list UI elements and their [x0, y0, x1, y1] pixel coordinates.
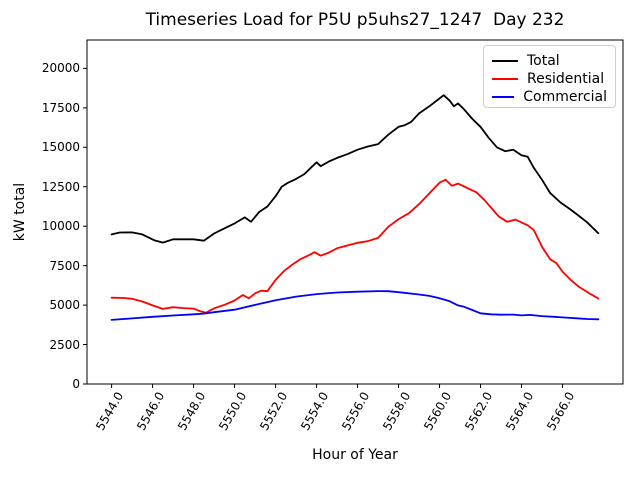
- legend-label-total: Total: [527, 52, 560, 69]
- y-tick-label: 0: [72, 377, 80, 391]
- axes-frame: [86, 39, 624, 385]
- y-tick-label: 15000: [41, 140, 80, 155]
- legend-item-residential: Residential: [492, 70, 607, 87]
- x-axis-label: Hour of Year: [312, 447, 398, 463]
- y-tick-label: 12500: [41, 179, 80, 194]
- series-line-residential: [110, 178, 600, 314]
- y-tick-label: 10000: [41, 219, 80, 234]
- legend: Total Residential Commercial: [483, 45, 616, 108]
- legend-item-total: Total: [492, 52, 607, 69]
- legend-line-residential: [492, 77, 518, 80]
- y-tick-label: 2500: [49, 337, 80, 352]
- series-line-commercial: [110, 290, 600, 321]
- y-tick-label: 20000: [41, 61, 80, 76]
- legend-label-commercial: Commercial: [523, 88, 607, 105]
- y-axis-label: kW total: [12, 182, 28, 242]
- y-tick-label: 7500: [49, 258, 80, 273]
- chart-title: Timeseries Load for P5U p5uhs27_1247 Day…: [145, 10, 565, 30]
- legend-label-residential: Residential: [527, 70, 605, 87]
- legend-item-commercial: Commercial: [492, 88, 607, 105]
- legend-line-total: [492, 59, 518, 62]
- y-tick-label: 17500: [41, 100, 80, 115]
- series-line-total: [110, 94, 600, 244]
- y-tick-label: 5000: [49, 298, 80, 313]
- legend-line-commercial: [492, 95, 515, 98]
